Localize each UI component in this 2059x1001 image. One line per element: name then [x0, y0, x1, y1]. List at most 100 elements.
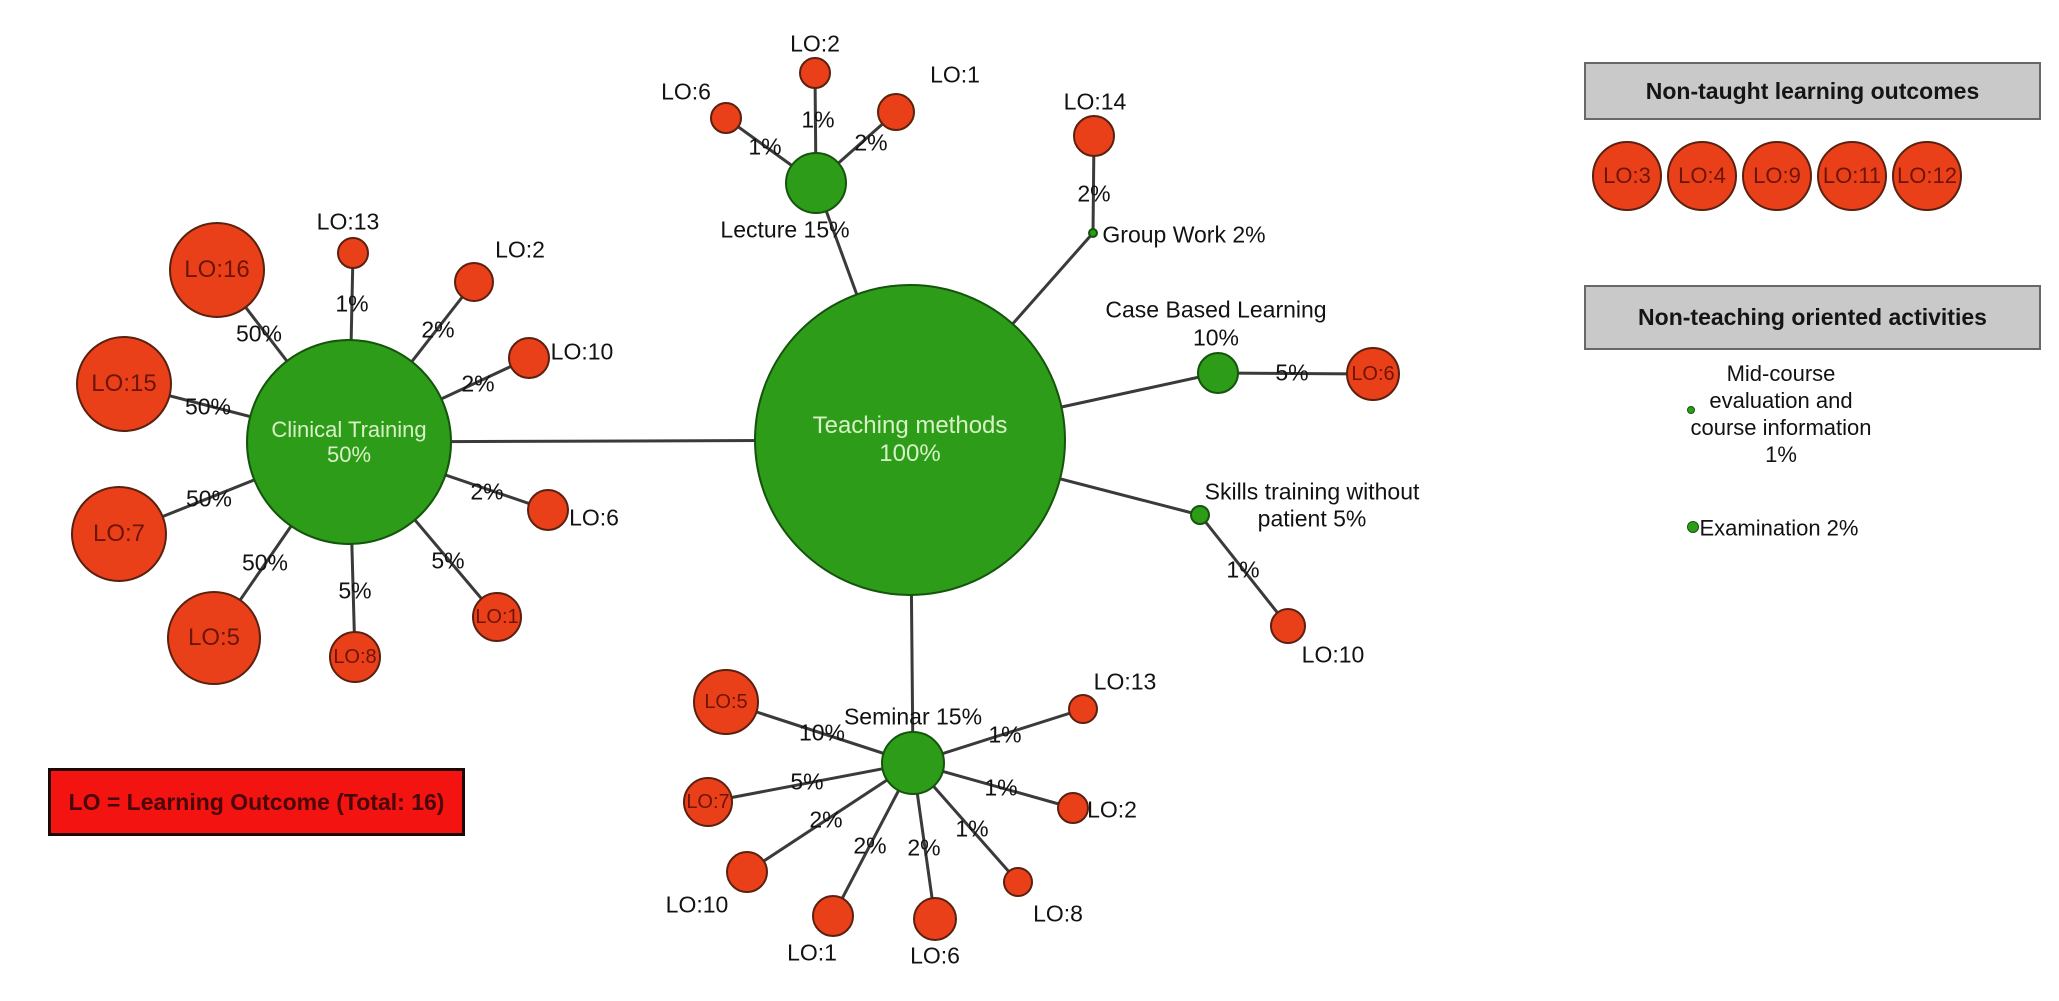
graph-node-m1	[812, 895, 854, 937]
graph-node-c1: LO:1	[472, 592, 522, 642]
non-taught-outcomes-header: Non-taught learning outcomes	[1584, 62, 2041, 120]
graph-node-m7: LO:7	[683, 777, 733, 827]
graph-node-label: LO:15	[91, 370, 157, 398]
diagram-label: 2%	[853, 832, 887, 859]
graph-node-label: LO:7	[686, 790, 730, 813]
diagram-label: 2%	[470, 478, 504, 505]
graph-edge-seminar-m7	[707, 761, 914, 804]
diagram-label: LO:14	[1063, 88, 1127, 115]
graph-node-s10	[1270, 608, 1306, 644]
graph-node-c7: LO:7	[71, 486, 167, 582]
diagram-label: 2%	[461, 370, 495, 397]
diagram-label: LO:6	[569, 504, 619, 531]
graph-node-m13	[1068, 694, 1098, 724]
graph-node-label: LO:5	[704, 690, 748, 713]
graph-node-clinical: Clinical Training 50%	[246, 339, 452, 545]
diagram-label: LO:10	[550, 338, 614, 365]
graph-node-teaching: Teaching methods 100%	[754, 284, 1066, 596]
diagram-label: Skills training without	[1204, 478, 1420, 505]
graph-node-l1	[877, 93, 915, 131]
graph-node-c13	[337, 237, 369, 269]
non-taught-outcomes-title: Non-taught learning outcomes	[1645, 77, 1980, 104]
diagram-label: Seminar 15%	[843, 703, 983, 730]
graph-node-c15: LO:15	[76, 336, 172, 432]
graph-node-label: LO:7	[92, 520, 146, 548]
non-taught-outcome-circle: LO:3	[1592, 141, 1662, 211]
graph-node-lecture	[785, 152, 847, 214]
graph-node-l2	[799, 57, 831, 89]
diagram-label: 2%	[809, 806, 843, 833]
graph-node-c6	[527, 489, 569, 531]
diagram-label: LO:10	[1301, 641, 1365, 668]
diagram-label: Group Work 2%	[1102, 221, 1266, 248]
diagram-label: 5%	[338, 577, 372, 604]
diagram-label: 1%	[748, 133, 782, 160]
examination-label: Examination 2%	[1699, 515, 1859, 541]
diagram-label: 10%	[798, 719, 846, 746]
diagram-label: LO:8	[1033, 900, 1083, 927]
diagram-label: 50%	[235, 320, 283, 347]
graph-node-label: LO:6	[1351, 362, 1395, 385]
diagram-label: LO:10	[665, 891, 729, 918]
diagram-label: LO:1	[787, 939, 837, 966]
diagram-label: LO:1	[930, 61, 980, 88]
diagram-label: 2%	[907, 834, 941, 861]
diagram-label: 5%	[790, 768, 824, 795]
graph-node-c10	[508, 337, 550, 379]
non-taught-outcome-circle: LO:4	[1667, 141, 1737, 211]
graph-node-c8: LO:8	[329, 631, 381, 683]
non-taught-outcomes-row: LO:3 LO:4 LO:9 LO:11 LO:12	[1592, 141, 1962, 211]
diagram-label: 50%	[241, 549, 289, 576]
legend-box: LO = Learning Outcome (Total: 16)	[48, 768, 465, 836]
diagram-label: LO:6	[910, 942, 960, 969]
graph-node-m2	[1057, 792, 1089, 824]
diagram-label: LO:2	[1087, 796, 1137, 823]
graph-node-cb6: LO:6	[1346, 347, 1400, 401]
non-taught-outcome-label: LO:12	[1897, 163, 1957, 188]
mid-course-evaluation-dot	[1687, 406, 1695, 414]
non-taught-outcome-circle: LO:11	[1817, 141, 1887, 211]
diagram-label: 1%	[984, 774, 1018, 801]
diagram-label: 1%	[1226, 556, 1260, 583]
graph-node-m8	[1003, 867, 1033, 897]
diagram-label: LO:2	[495, 236, 545, 263]
graph-node-label: Clinical Training 50%	[271, 416, 427, 467]
non-taught-outcome-label: LO:9	[1753, 163, 1801, 188]
diagram-label: LO:6	[661, 78, 711, 105]
examination-dot	[1687, 521, 1699, 533]
diagram-label: Lecture 15%	[720, 216, 850, 243]
diagram-label: 2%	[1077, 180, 1111, 207]
graph-edge-skills-s10	[1198, 514, 1290, 627]
graph-node-label: LO:1	[475, 605, 519, 628]
graph-node-label: Teaching methods 100%	[812, 412, 1008, 467]
graph-node-m6	[913, 897, 957, 941]
graph-node-skills	[1190, 505, 1210, 525]
graph-node-label: LO:8	[333, 645, 377, 668]
diagram-label: 1%	[955, 815, 989, 842]
graph-node-l6	[710, 102, 742, 134]
non-taught-outcome-circle: LO:12	[1892, 141, 1962, 211]
non-teaching-activities-header: Non-teaching oriented activities	[1584, 285, 2041, 350]
diagram-label: 2%	[854, 129, 888, 156]
diagram-label: LO:13	[316, 208, 380, 235]
diagram-label: LO:13	[1093, 668, 1157, 695]
diagram-label: Case Based Learning	[1105, 296, 1327, 323]
diagram-label: 50%	[184, 393, 232, 420]
non-taught-outcome-label: LO:11	[1822, 163, 1882, 188]
diagram-label: 1%	[988, 721, 1022, 748]
diagram-label: 5%	[431, 547, 465, 574]
graph-edge-seminar-m10	[746, 761, 914, 874]
graph-node-label: LO:16	[184, 256, 250, 284]
graph-node-c2	[454, 262, 494, 302]
graph-node-c5: LO:5	[167, 591, 261, 685]
diagram-label: 1%	[801, 106, 835, 133]
diagram-label: 10%	[1192, 324, 1240, 351]
diagram-label: 50%	[185, 485, 233, 512]
non-taught-outcome-label: LO:4	[1678, 163, 1726, 188]
graph-node-label: LO:5	[187, 624, 241, 652]
graph-node-g14	[1073, 115, 1115, 157]
diagram-label: 2%	[421, 316, 455, 343]
diagram-label: 5%	[1275, 359, 1309, 386]
non-taught-outcome-label: LO:3	[1603, 163, 1651, 188]
graph-node-groupwork	[1088, 228, 1098, 238]
